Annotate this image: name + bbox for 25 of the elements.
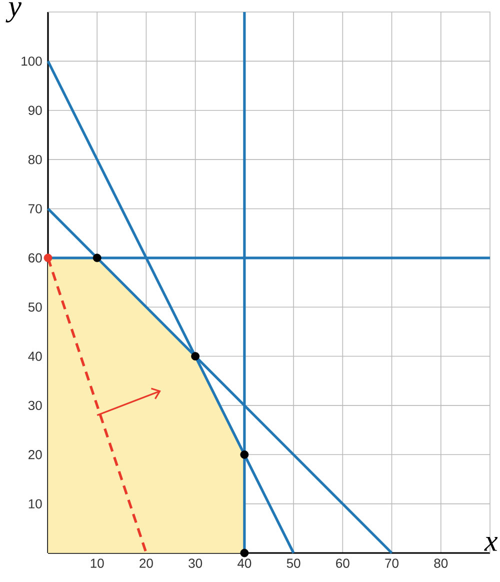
x-tick-label: 80 bbox=[434, 558, 448, 568]
y-tick-label: 30 bbox=[28, 400, 42, 410]
point bbox=[191, 352, 200, 360]
y-tick-label: 70 bbox=[28, 204, 42, 214]
x-tick-label: 30 bbox=[188, 558, 202, 568]
y-axis-title: y bbox=[6, 2, 22, 22]
x-tick-label: 70 bbox=[385, 558, 398, 568]
y-tick-label: 90 bbox=[28, 106, 42, 115]
x-axis-title: x bbox=[484, 537, 498, 551]
y-tick-label: 20 bbox=[28, 450, 42, 460]
point bbox=[240, 548, 249, 558]
y-tick-label: 50 bbox=[28, 302, 42, 312]
y-tick-label: 10 bbox=[28, 499, 42, 508]
x-tick-label: 50 bbox=[286, 558, 300, 568]
x-tick-label: 10 bbox=[90, 558, 104, 568]
y-tick-label: 40 bbox=[28, 352, 42, 361]
y-tick-label: 100 bbox=[22, 56, 42, 66]
x-tick-label: 20 bbox=[140, 558, 153, 568]
point bbox=[92, 254, 102, 262]
x-tick-label: 40 bbox=[238, 558, 252, 568]
point bbox=[44, 254, 52, 262]
y-tick-label: 60 bbox=[28, 253, 42, 263]
point bbox=[240, 450, 249, 459]
x-tick-label: 60 bbox=[336, 558, 350, 568]
y-tick-label: 80 bbox=[28, 154, 42, 164]
